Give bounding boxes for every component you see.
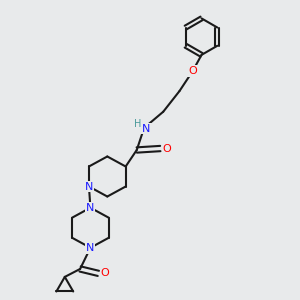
Text: N: N: [86, 243, 94, 253]
Text: N: N: [85, 182, 93, 191]
Text: O: O: [188, 66, 197, 76]
Text: O: O: [100, 268, 109, 278]
Text: O: O: [162, 143, 171, 154]
Text: H: H: [134, 119, 141, 129]
Text: N: N: [142, 124, 151, 134]
Text: N: N: [86, 203, 94, 213]
